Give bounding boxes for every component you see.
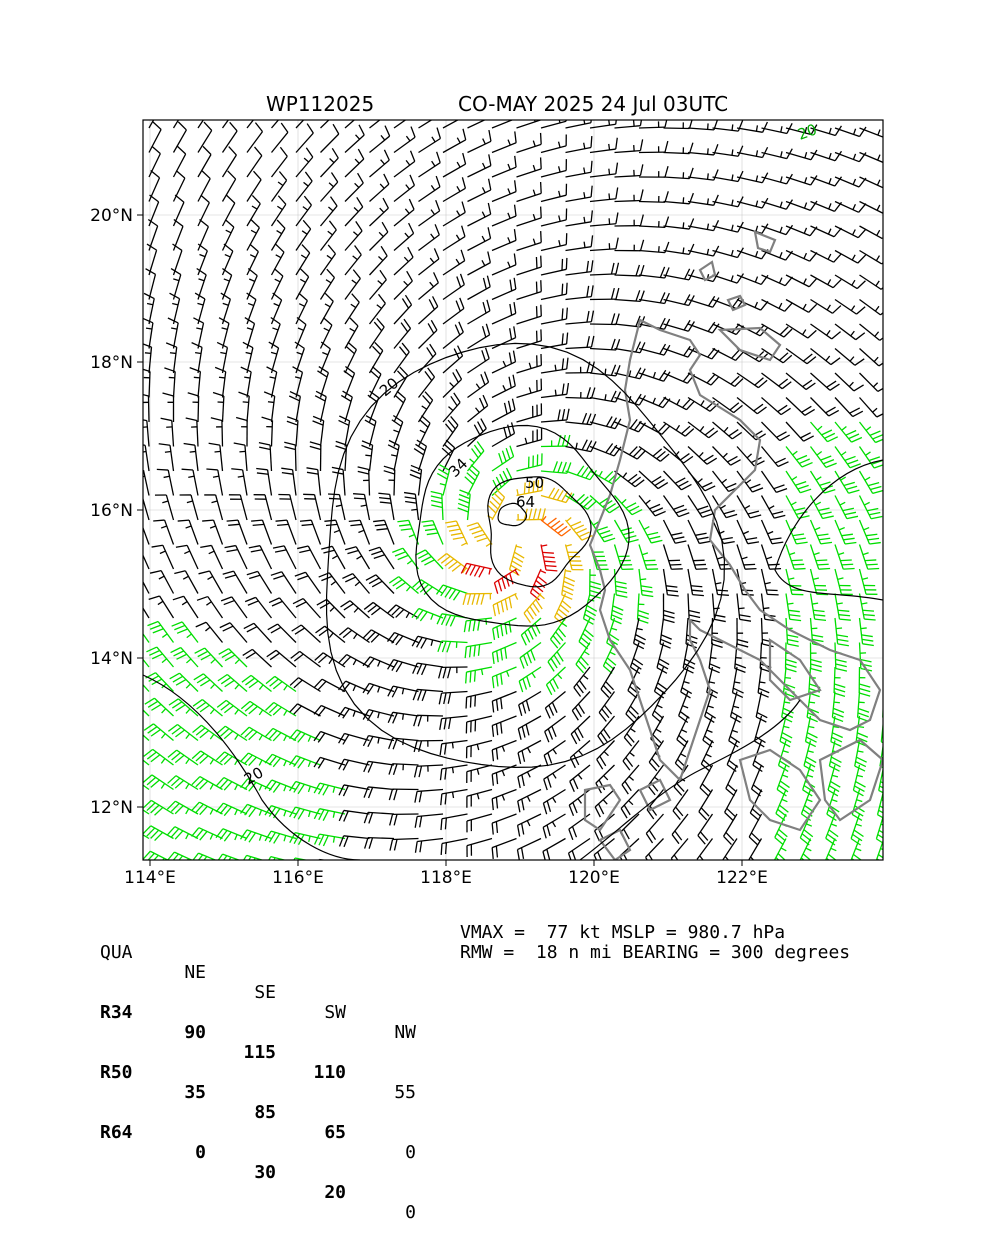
storm-id-title: WP112025 <box>266 92 374 116</box>
table-cell: 35 <box>184 1083 206 1103</box>
lon-tick-120: 120°E <box>568 868 620 888</box>
contour-label-20: 20 <box>376 374 402 400</box>
table-cell: R34 <box>100 1003 133 1023</box>
table-header-ne: NE <box>184 963 206 983</box>
table-header-nw: NW <box>394 1023 416 1043</box>
table-cell: 0 <box>195 1143 206 1163</box>
summary-line-1: VMAX = 77 kt MSLP = 980.7 hPa <box>460 923 785 943</box>
latitude-ticks: 20°N 18°N 16°N 14°N 12°N <box>90 206 143 818</box>
table-header-sw: SW <box>324 1003 346 1023</box>
table-cell: 65 <box>324 1123 346 1143</box>
contour-label-64: 64 <box>516 493 535 511</box>
table-cell: 55 <box>394 1083 416 1103</box>
storm-name-time-title: CO-MAY 2025 24 Jul 03UTC <box>458 92 728 116</box>
contour-label-20-sw: 20 <box>241 763 267 788</box>
table-header-row: QUA NE SE SW NW <box>100 923 440 943</box>
table-cell: 110 <box>313 1063 346 1083</box>
contour-labels: 20 34 50 64 20 20 <box>241 120 819 788</box>
table-cell: 90 <box>184 1023 206 1043</box>
contour-label-20-ne: 20 <box>795 120 819 143</box>
table-row-r64: R64 0 30 20 0 <box>100 1103 440 1123</box>
table-cell: 30 <box>254 1163 276 1183</box>
lat-tick-16: 16°N <box>90 501 133 521</box>
table-cell: 0 <box>405 1143 416 1163</box>
lat-tick-20: 20°N <box>90 206 133 226</box>
map-gridlines <box>143 120 883 860</box>
table-cell: 20 <box>324 1183 346 1203</box>
lon-tick-122: 122°E <box>716 868 768 888</box>
table-cell: R50 <box>100 1063 133 1083</box>
lat-tick-14: 14°N <box>90 649 133 669</box>
table-cell: 0 <box>405 1203 416 1223</box>
table-row-r34: R34 90 115 110 55 <box>100 983 440 1003</box>
wind-radii-table: QUA NE SE SW NW R34 90 115 110 55 R50 35… <box>100 883 440 967</box>
table-cell: R64 <box>100 1123 133 1143</box>
summary-line-2: RMW = 18 n mi BEARING = 300 degrees <box>460 943 850 963</box>
wind-field-map: 20 34 50 64 20 20 114°E 116°E 118°E 120°… <box>0 0 1000 1000</box>
map-frame <box>143 120 883 860</box>
contour-label-50: 50 <box>525 474 544 492</box>
table-row-r50: R50 35 85 65 0 <box>100 1043 440 1063</box>
table-header-qua: QUA <box>100 943 133 963</box>
lat-tick-12: 12°N <box>90 798 133 818</box>
lat-tick-18: 18°N <box>90 353 133 373</box>
